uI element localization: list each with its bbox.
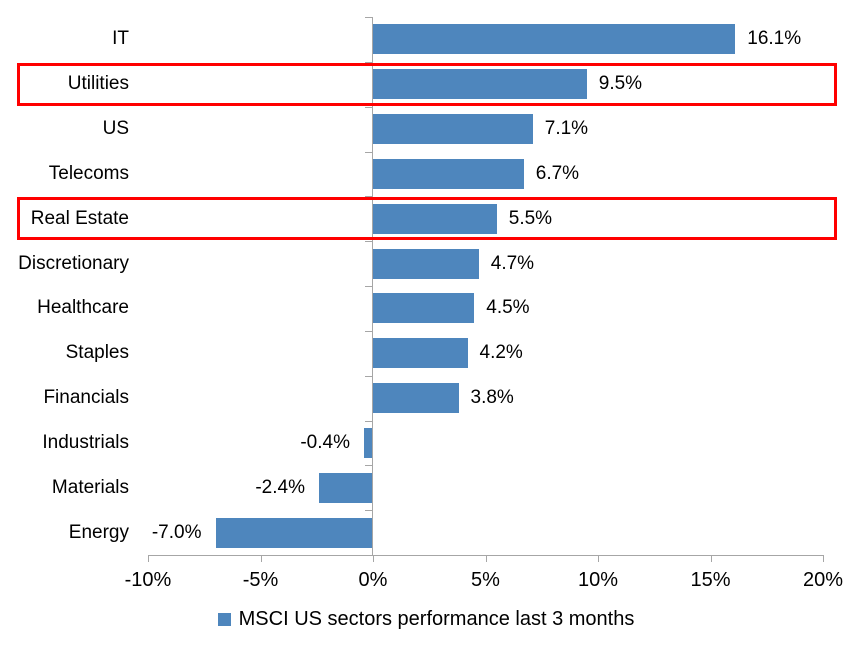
category-label: Telecoms xyxy=(48,162,129,184)
value-label: 9.5% xyxy=(598,73,643,95)
x-axis-tick xyxy=(823,555,824,562)
x-axis-tick-label: -10% xyxy=(124,569,172,591)
value-label: 7.1% xyxy=(544,118,589,140)
x-axis-tick xyxy=(598,555,599,562)
category-tick xyxy=(365,286,372,287)
value-label: 6.7% xyxy=(535,162,580,184)
x-axis-tick-label: 20% xyxy=(802,569,844,591)
x-axis-tick-label: 15% xyxy=(690,569,731,591)
highlight-box-utilities xyxy=(17,62,837,106)
category-label: Utilities xyxy=(67,73,129,95)
category-label: Financials xyxy=(43,387,129,409)
x-axis-tick xyxy=(485,555,487,562)
value-label: -2.4% xyxy=(255,476,305,498)
value-label: 16.1% xyxy=(747,28,802,50)
category-tick xyxy=(365,420,372,422)
bar xyxy=(373,114,533,145)
value-label: 5.5% xyxy=(508,207,553,229)
category-label: US xyxy=(102,118,129,140)
bar xyxy=(319,472,373,503)
category-label: Healthcare xyxy=(37,297,129,319)
bar xyxy=(373,24,736,55)
value-label: 4.7% xyxy=(490,252,535,274)
x-axis-tick-label: -5% xyxy=(242,569,279,591)
x-axis-tick-label: 0% xyxy=(358,569,388,591)
bar xyxy=(373,338,468,369)
y-axis-line xyxy=(372,17,373,555)
x-axis-tick xyxy=(148,555,149,562)
legend-marker-icon xyxy=(217,613,231,626)
category-label: Industrials xyxy=(42,431,129,453)
legend: MSCI US sectors performance last 3 month… xyxy=(0,608,852,631)
x-axis-tick xyxy=(373,555,374,562)
category-label: Staples xyxy=(65,342,129,364)
category-label: Energy xyxy=(68,521,129,543)
category-label: IT xyxy=(112,28,129,50)
category-label: Materials xyxy=(51,476,129,498)
category-tick xyxy=(365,330,372,332)
value-label: 4.2% xyxy=(479,342,523,364)
value-label: -0.4% xyxy=(300,431,350,453)
bar xyxy=(364,427,373,458)
x-axis-tick xyxy=(260,555,262,562)
category-tick xyxy=(365,106,372,108)
category-tick xyxy=(365,465,372,467)
x-axis-tick xyxy=(710,555,712,562)
category-tick xyxy=(365,17,372,18)
highlight-box-real-estate xyxy=(17,197,837,241)
bar xyxy=(373,293,475,324)
bar xyxy=(373,203,497,234)
bar xyxy=(215,517,373,548)
category-label: Discretionary xyxy=(18,252,129,274)
category-tick xyxy=(365,510,372,512)
category-label: Real Estate xyxy=(30,207,129,229)
bar xyxy=(373,248,479,279)
bar xyxy=(373,69,587,100)
value-label: 3.8% xyxy=(470,387,514,409)
value-label: -7.0% xyxy=(151,521,202,543)
x-axis-tick-label: 10% xyxy=(577,569,619,591)
category-tick xyxy=(365,555,372,556)
x-axis-tick-label: 5% xyxy=(471,569,500,591)
category-tick xyxy=(365,375,372,377)
category-tick xyxy=(365,196,372,198)
category-tick xyxy=(365,151,372,153)
value-label: 4.5% xyxy=(486,297,530,319)
category-tick xyxy=(365,61,372,63)
bar xyxy=(373,383,459,414)
legend-label: MSCI US sectors performance last 3 month… xyxy=(238,608,635,630)
bar xyxy=(373,158,524,189)
category-tick xyxy=(365,241,372,243)
